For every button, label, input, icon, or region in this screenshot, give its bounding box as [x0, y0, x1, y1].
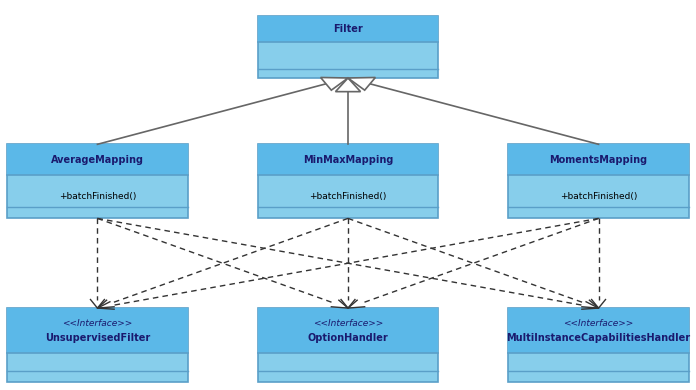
Bar [258, 16, 438, 42]
Text: MultiInstanceCapabilitiesHandler: MultiInstanceCapabilitiesHandler [507, 333, 690, 343]
Bar [508, 144, 689, 176]
Text: AverageMapping: AverageMapping [51, 155, 144, 165]
Text: <<Interface>>: <<Interface>> [313, 319, 383, 328]
Bar [258, 308, 438, 382]
Bar [508, 308, 689, 382]
Polygon shape [348, 78, 375, 90]
Polygon shape [335, 78, 361, 92]
Bar [7, 308, 188, 353]
Text: UnsupervisedFilter: UnsupervisedFilter [45, 333, 150, 343]
Text: +batchFinished(): +batchFinished() [560, 191, 638, 201]
Bar [7, 144, 188, 176]
Text: OptionHandler: OptionHandler [308, 333, 388, 343]
Bar [508, 144, 689, 218]
Text: Filter: Filter [333, 24, 363, 34]
Bar [258, 308, 438, 353]
Bar [508, 308, 689, 353]
Text: <<Interface>>: <<Interface>> [564, 319, 633, 328]
Text: MinMaxMapping: MinMaxMapping [303, 155, 393, 165]
Polygon shape [321, 78, 348, 90]
Bar [258, 144, 438, 218]
Text: +batchFinished(): +batchFinished() [309, 191, 387, 201]
Text: +batchFinished(): +batchFinished() [58, 191, 136, 201]
Text: MomentsMapping: MomentsMapping [550, 155, 647, 165]
Text: <<Interface>>: <<Interface>> [63, 319, 132, 328]
Bar [258, 16, 438, 78]
Bar [7, 308, 188, 382]
Bar [7, 144, 188, 218]
Bar [258, 144, 438, 176]
